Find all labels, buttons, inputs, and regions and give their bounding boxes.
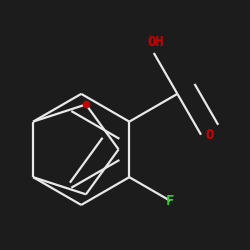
Text: F: F xyxy=(166,194,174,208)
Text: OH: OH xyxy=(148,35,164,49)
Text: O: O xyxy=(205,128,213,142)
